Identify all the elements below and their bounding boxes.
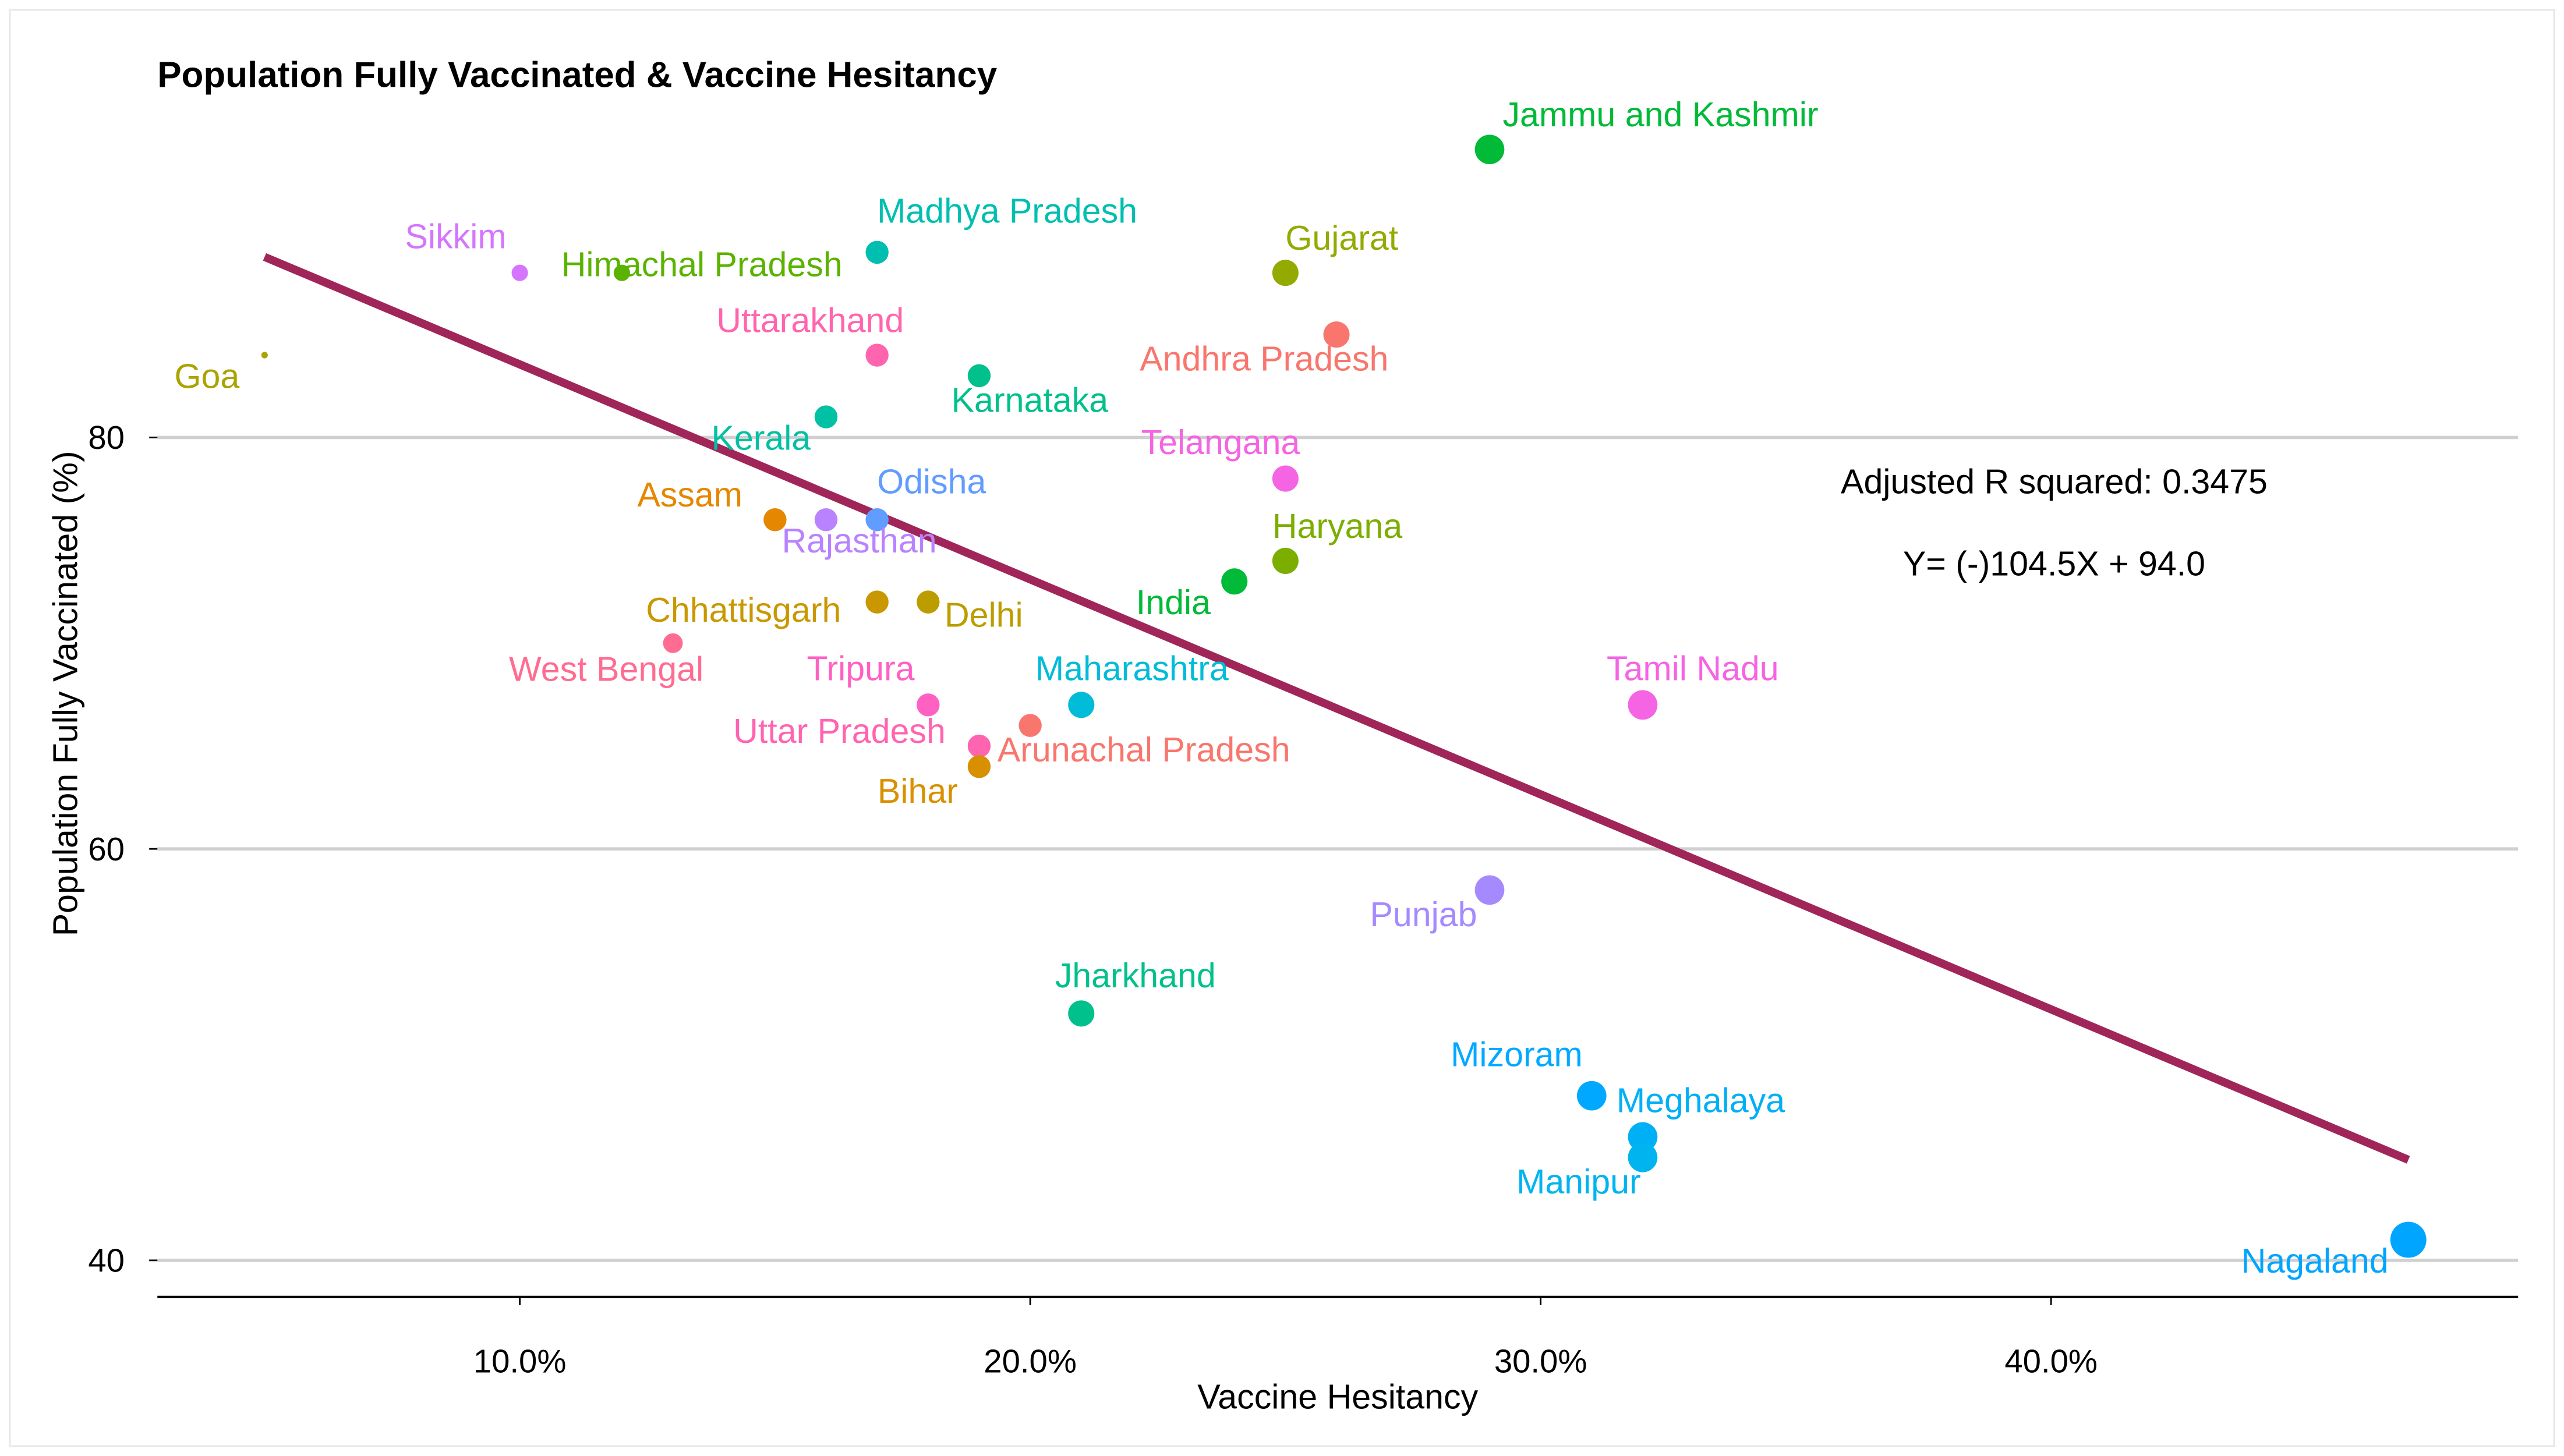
point-label: West Bengal xyxy=(509,650,703,689)
point-label: Jammu and Kashmir xyxy=(1503,95,1819,134)
x-axis-ticks: 10.0% 20.0% 30.0% 40.0% xyxy=(473,1296,2098,1379)
plot-panel xyxy=(157,91,2519,1295)
data-point xyxy=(1272,465,1299,492)
point-label: Assam xyxy=(637,475,742,514)
point-label: Rajasthan xyxy=(781,521,936,560)
point-label: Karnataka xyxy=(952,380,1109,419)
point-label: Meghalaya xyxy=(1617,1081,1785,1120)
data-point xyxy=(1272,547,1299,574)
data-point xyxy=(917,590,940,614)
data-point xyxy=(1628,1122,1658,1152)
data-point xyxy=(1323,321,1350,348)
point-label: Maharashtra xyxy=(1035,649,1229,688)
data-point xyxy=(1068,1000,1095,1027)
x-tick-label: 20.0% xyxy=(984,1342,1077,1379)
data-point xyxy=(814,508,838,532)
point-label: Delhi xyxy=(945,595,1023,634)
data-point xyxy=(2390,1221,2427,1258)
data-point xyxy=(814,405,838,428)
regression-line xyxy=(263,253,2410,1164)
point-label: Madhya Pradesh xyxy=(877,192,1137,231)
point-label: Jharkhand xyxy=(1055,956,1216,995)
chart-frame xyxy=(9,9,2555,1447)
point-label: Uttarakhand xyxy=(716,301,904,340)
point-label: Mizoram xyxy=(1451,1035,1583,1074)
point-label: Nagaland xyxy=(2241,1241,2389,1280)
data-point xyxy=(1474,134,1505,165)
point-labels: Jammu and Kashmir Madhya Pradesh Sikkim Him… xyxy=(174,95,2388,1280)
y-axis-label: Population Fully Vaccinated (%) xyxy=(45,451,84,936)
y-tick-label: 60 xyxy=(88,831,125,867)
y-tick-label: 40 xyxy=(88,1242,125,1279)
x-tick-label: 40.0% xyxy=(2004,1342,2098,1379)
point-label: India xyxy=(1136,583,1211,622)
data-point xyxy=(967,734,991,758)
point-label: Andhra Pradesh xyxy=(1140,339,1388,378)
y-axis-ticks: 40 60 80 xyxy=(88,419,158,1279)
data-point xyxy=(865,240,889,264)
data-point xyxy=(763,508,787,532)
data-point xyxy=(511,264,528,281)
data-point xyxy=(1221,568,1248,595)
data-point xyxy=(261,352,268,359)
point-label: Tripura xyxy=(807,649,914,688)
point-label: Arunachal Pradesh xyxy=(998,730,1290,769)
data-point xyxy=(1628,690,1658,720)
point-label: Chhattisgarh xyxy=(646,590,841,629)
data-point xyxy=(1068,692,1095,718)
data-point xyxy=(1628,1142,1658,1172)
data-point xyxy=(1272,260,1299,286)
point-label: Kerala xyxy=(711,418,811,457)
point-label: Gujarat xyxy=(1285,218,1398,257)
y-tick-label: 80 xyxy=(88,419,125,456)
x-tick-label: 30.0% xyxy=(1494,1342,1587,1379)
point-label: Sikkim xyxy=(405,217,507,256)
point-label: Uttar Pradesh xyxy=(733,711,946,750)
data-point xyxy=(1576,1081,1607,1111)
point-label: Telangana xyxy=(1141,423,1300,462)
data-point xyxy=(1018,714,1042,737)
data-point xyxy=(865,508,889,532)
data-point xyxy=(917,693,940,717)
data-points xyxy=(261,134,2427,1258)
point-label: Odisha xyxy=(877,462,986,501)
data-point xyxy=(613,264,630,281)
data-point xyxy=(967,755,991,778)
x-tick-label: 10.0% xyxy=(473,1342,567,1379)
point-label: Goa xyxy=(174,356,239,395)
data-point xyxy=(865,343,889,367)
data-point xyxy=(663,633,683,653)
point-label: Himachal Pradesh xyxy=(561,245,843,284)
point-label: Tamil Nadu xyxy=(1607,649,1779,688)
data-point xyxy=(1474,875,1505,905)
grid-lines xyxy=(157,435,2519,1262)
r-squared-annotation: Adjusted R squared: 0.3475 xyxy=(1841,462,2268,501)
point-label: Haryana xyxy=(1272,506,1403,545)
point-label: Punjab xyxy=(1370,895,1477,934)
data-point xyxy=(967,364,991,388)
chart-title: Population Fully Vaccinated & Vaccine He… xyxy=(157,55,997,95)
data-point xyxy=(865,590,889,614)
regression-equation: Y= (-)104.5X + 94.0 xyxy=(1903,544,2205,583)
point-label: Bihar xyxy=(878,771,958,810)
trend-line-layer xyxy=(263,253,2410,1164)
x-axis-label: Vaccine Hesitancy xyxy=(1197,1377,1478,1416)
point-label: Manipur xyxy=(1516,1162,1641,1201)
